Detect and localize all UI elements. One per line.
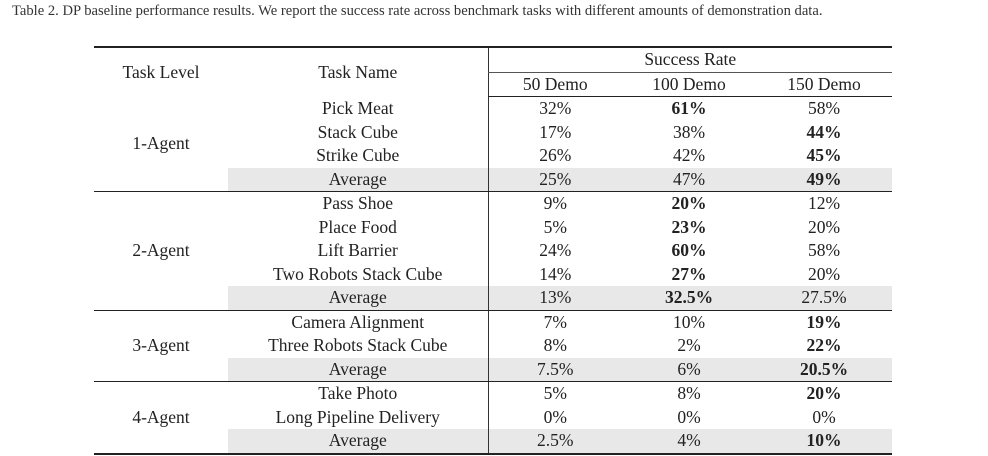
header-task-level: Task Level <box>122 61 200 82</box>
rate-150-demo-cell: 20% <box>806 383 842 403</box>
rate-100-demo-cell: 2% <box>677 335 701 355</box>
task-name-cell: Pass Shoe <box>322 193 394 213</box>
task-level-cell: 2-Agent <box>94 191 228 311</box>
rate-50-demo-cell: 26% <box>487 144 622 168</box>
rate-150-demo-cell: 58% <box>807 240 841 260</box>
rate-150-demo-cell: 22% <box>806 335 842 355</box>
rate-100-demo-cell: 4% <box>622 429 756 454</box>
task-name-cell: Two Robots Stack Cube <box>273 263 443 284</box>
rate-150-demo-cell: 10% <box>756 429 892 454</box>
rate-150-demo-cell: 49% <box>756 167 892 192</box>
header-success-rate: Success Rate <box>487 47 892 73</box>
table-row: Stack Cube 17% 38% 44% <box>94 120 892 144</box>
rate-50-demo-cell: 14% <box>487 262 622 286</box>
rate-50-demo-cell: 7.5% <box>487 357 622 382</box>
rate-150-demo-cell: 20.5% <box>756 357 892 382</box>
rate-100-demo-cell: 8% <box>677 383 701 403</box>
rate-150-demo-cell: 45% <box>806 145 842 165</box>
task-name-cell: Lift Barrier <box>317 240 398 260</box>
table-caption: Table 2. DP baseline performance results… <box>12 3 823 19</box>
rate-50-demo-cell: 25% <box>487 167 622 192</box>
task-level-cell: 3-Agent <box>94 310 228 382</box>
rate-100-demo-cell: 20% <box>671 193 707 213</box>
table-row: 1-Agent Pick Meat 32% 61% 58% <box>94 96 892 192</box>
task-name-cell: Three Robots Stack Cube <box>268 335 448 355</box>
results-table: Task Level Task Name Success Rate 50 Dem… <box>94 46 892 455</box>
rate-150-demo-cell: 0% <box>812 406 836 427</box>
table-row: 2-Agent Pass Shoe 9% 20% 12% <box>94 191 892 311</box>
rate-50-demo-cell: 2.5% <box>487 429 622 454</box>
rate-100-demo-cell: 0% <box>677 406 701 427</box>
rate-50-demo-cell: 8% <box>487 334 622 358</box>
average-row: Average 13% 32.5% 27.5% <box>94 286 892 311</box>
header-50-demo: 50 Demo <box>487 72 622 97</box>
task-name-cell: Average <box>228 357 488 382</box>
table-row: Three Robots Stack Cube 8% 2% 22% <box>94 334 892 358</box>
rate-100-demo-cell: 38% <box>672 121 706 142</box>
rate-100-demo-cell: 27% <box>671 263 707 284</box>
rate-150-demo-cell: 58% <box>807 98 841 118</box>
rate-150-demo-cell: 44% <box>806 121 842 142</box>
table-row: Long Pipeline Delivery 0% 0% 0% <box>94 405 892 429</box>
rate-50-demo-cell: 0% <box>487 405 622 429</box>
header-150-demo: 150 Demo <box>756 72 892 97</box>
average-row: Average 2.5% 4% 10% <box>94 429 892 454</box>
rate-150-demo-cell: 19% <box>806 311 842 332</box>
rate-100-demo-cell: 32.5% <box>622 286 756 311</box>
rate-50-demo-cell: 32% <box>487 96 622 121</box>
rate-100-demo-cell: 42% <box>672 145 706 165</box>
task-level-cell: 1-Agent <box>94 96 228 192</box>
rate-50-demo-cell: 7% <box>487 310 622 334</box>
rate-50-demo-cell: 5% <box>487 215 622 239</box>
average-row: Average 7.5% 6% 20.5% <box>94 357 892 382</box>
table-row: Two Robots Stack Cube 14% 27% 20% <box>94 262 892 286</box>
table-row: Place Food 5% 23% 20% <box>94 215 892 239</box>
task-name-cell: Take Photo <box>318 383 398 403</box>
rate-50-demo-cell: 24% <box>487 239 622 263</box>
table-row: Strike Cube 26% 42% 45% <box>94 144 892 168</box>
rate-50-demo-cell: 17% <box>487 120 622 144</box>
rate-150-demo-cell: 12% <box>807 193 841 213</box>
table-row: 3-Agent Camera Alignment 7% 10% 19% <box>94 310 892 382</box>
rate-100-demo-cell: 23% <box>671 216 707 237</box>
task-level-cell: 4-Agent <box>94 381 228 454</box>
rate-50-demo-cell: 9% <box>487 191 622 216</box>
header-100-demo: 100 Demo <box>622 72 756 97</box>
task-name-cell: Camera Alignment <box>291 311 425 332</box>
task-name-cell: Average <box>228 167 488 192</box>
task-name-cell: Average <box>228 429 488 454</box>
task-name-cell: Pick Meat <box>322 97 394 118</box>
table-row: 4-Agent Take Photo 5% 8% 20% <box>94 381 892 454</box>
rate-150-demo-cell: 20% <box>807 216 841 237</box>
rate-100-demo-cell: 60% <box>671 240 707 260</box>
task-name-cell: Average <box>228 286 488 311</box>
task-name-cell: Long Pipeline Delivery <box>275 406 440 427</box>
rate-50-demo-cell: 5% <box>487 381 622 406</box>
table-body: 1-Agent Pick Meat 32% 61% 58% Stack Cube 17% 38… <box>94 96 892 454</box>
header-task-name: Task Name <box>318 61 398 82</box>
task-name-cell: Place Food <box>318 216 397 237</box>
rate-150-demo-cell: 20% <box>807 263 841 284</box>
rate-50-demo-cell: 13% <box>487 286 622 311</box>
task-name-cell: Stack Cube <box>317 121 398 142</box>
table-row: Lift Barrier 24% 60% 58% <box>94 239 892 263</box>
rate-150-demo-cell: 27.5% <box>756 286 892 311</box>
average-row: Average 25% 47% 49% <box>94 167 892 192</box>
task-name-cell: Strike Cube <box>316 145 400 165</box>
rate-100-demo-cell: 6% <box>622 357 756 382</box>
rate-100-demo-cell: 47% <box>622 167 756 192</box>
rate-100-demo-cell: 10% <box>672 311 706 332</box>
rate-100-demo-cell: 61% <box>671 98 707 118</box>
